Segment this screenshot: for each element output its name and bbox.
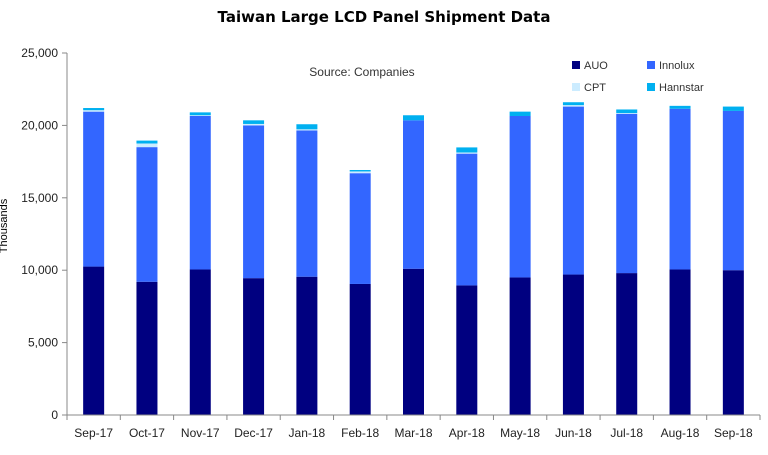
bar-segment-auo — [243, 278, 265, 415]
legend-swatch-innolux — [647, 61, 655, 69]
bar-segment-cpt — [296, 129, 318, 131]
x-tick-label: Apr-18 — [449, 426, 485, 440]
legend-swatch-auo — [572, 61, 580, 69]
x-tick-label: Oct-17 — [129, 426, 165, 440]
bar-segment-hannstar — [456, 147, 478, 153]
source-annotation: Source: Companies — [309, 65, 414, 79]
bar-segment-hannstar — [722, 106, 744, 111]
bar-segment-hannstar — [83, 108, 105, 111]
legend-swatch-hannstar — [647, 83, 655, 91]
bar-segment-hannstar — [509, 111, 531, 116]
bar-segment-auo — [403, 268, 424, 415]
chart-title: Taiwan Large LCD Panel Shipment Data — [217, 8, 551, 26]
x-tick-label: Sep-18 — [714, 426, 753, 440]
bar-segment-innolux — [669, 108, 691, 270]
bar-segment-auo — [509, 277, 531, 415]
bar-segment-auo — [296, 276, 318, 415]
x-tick-label: Dec-17 — [234, 426, 273, 440]
y-axis: 0 5,000 10,000 15,000 20,000 25,000 — [21, 46, 68, 422]
bar-segment-hannstar — [669, 105, 691, 109]
x-tick-label: Jan-18 — [289, 426, 326, 440]
bar-segment-innolux — [562, 106, 584, 275]
bar-segment-auo — [616, 273, 638, 415]
x-axis: Sep-17 Oct-17 Nov-17 Dec-17 Jan-18 Feb-18 Mar-… — [66, 414, 761, 440]
bar-segment-cpt — [83, 110, 105, 112]
bar-segment-hannstar — [243, 120, 265, 124]
bar-segment-innolux — [403, 120, 424, 269]
legend-swatch-cpt — [572, 83, 580, 91]
bar-segment-hannstar — [616, 109, 638, 114]
bar-segment-cpt — [616, 113, 638, 114]
bar-segment-auo — [722, 270, 744, 415]
bar-segment-innolux — [189, 115, 211, 270]
legend-label-hannstar: Hannstar — [659, 82, 704, 94]
x-tick-label: Feb-18 — [341, 426, 379, 440]
bar-segment-auo — [456, 285, 478, 415]
bar-segment-auo — [349, 283, 371, 415]
y-tick-label: 5,000 — [28, 336, 58, 350]
bar-segment-auo — [83, 266, 105, 415]
y-tick-label: 25,000 — [21, 46, 58, 60]
bar-segment-innolux — [722, 110, 744, 271]
bar-series — [83, 102, 744, 415]
bar-segment-innolux — [243, 125, 265, 279]
legend-label-auo: AUO — [584, 60, 608, 72]
bar-segment-auo — [669, 269, 691, 415]
x-tick-label: May-18 — [500, 426, 540, 440]
legend: AUO Innolux CPT Hannstar — [572, 60, 704, 94]
bar-segment-innolux — [296, 130, 318, 277]
legend-label-innolux: Innolux — [659, 60, 695, 72]
x-tick-label: Aug-18 — [661, 426, 700, 440]
bar-segment-innolux — [136, 147, 158, 282]
bar-segment-hannstar — [562, 102, 584, 106]
legend-label-cpt: CPT — [584, 82, 606, 94]
y-tick-label: 20,000 — [21, 118, 58, 132]
x-tick-label: Sep-17 — [74, 426, 113, 440]
bar-segment-auo — [189, 269, 211, 415]
bar-segment-innolux — [456, 153, 478, 286]
bar-segment-cpt — [243, 123, 265, 126]
bar-segment-cpt — [456, 152, 478, 154]
y-tick-label: 15,000 — [21, 191, 58, 205]
bar-segment-cpt — [349, 171, 371, 174]
bar-segment-cpt — [189, 115, 211, 116]
bar-segment-hannstar — [189, 112, 211, 116]
x-tick-label: Jul-18 — [610, 426, 643, 440]
y-tick-label: 10,000 — [21, 263, 58, 277]
y-tick-label: 0 — [51, 408, 58, 422]
bar-segment-cpt — [562, 105, 584, 107]
bar-segment-auo — [562, 274, 584, 415]
bar-segment-auo — [136, 281, 158, 415]
bar-segment-hannstar — [136, 140, 158, 144]
bar-segment-cpt — [136, 143, 158, 148]
bar-segment-innolux — [349, 173, 371, 284]
bar-segment-innolux — [616, 113, 638, 274]
bar-segment-hannstar — [403, 115, 424, 121]
x-tick-label: Jun-18 — [555, 426, 592, 440]
bar-segment-hannstar — [296, 124, 318, 130]
x-tick-label: Nov-17 — [181, 426, 220, 440]
bar-segment-hannstar — [349, 169, 371, 172]
bar-segment-innolux — [83, 111, 105, 267]
bar-segment-innolux — [509, 115, 531, 278]
x-tick-label: Mar-18 — [394, 426, 432, 440]
